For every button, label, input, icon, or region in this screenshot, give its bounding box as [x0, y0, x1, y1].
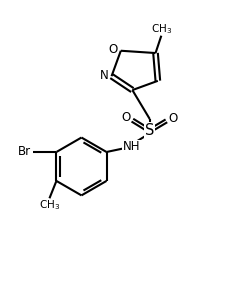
Text: O: O	[168, 112, 178, 125]
Text: CH$_3$: CH$_3$	[151, 22, 172, 36]
Text: N: N	[100, 69, 109, 81]
Text: NH: NH	[123, 140, 140, 153]
Text: O: O	[121, 111, 131, 124]
Text: O: O	[109, 43, 118, 56]
Text: CH$_3$: CH$_3$	[39, 198, 60, 212]
Text: S: S	[145, 123, 155, 138]
Text: Br: Br	[18, 146, 31, 158]
